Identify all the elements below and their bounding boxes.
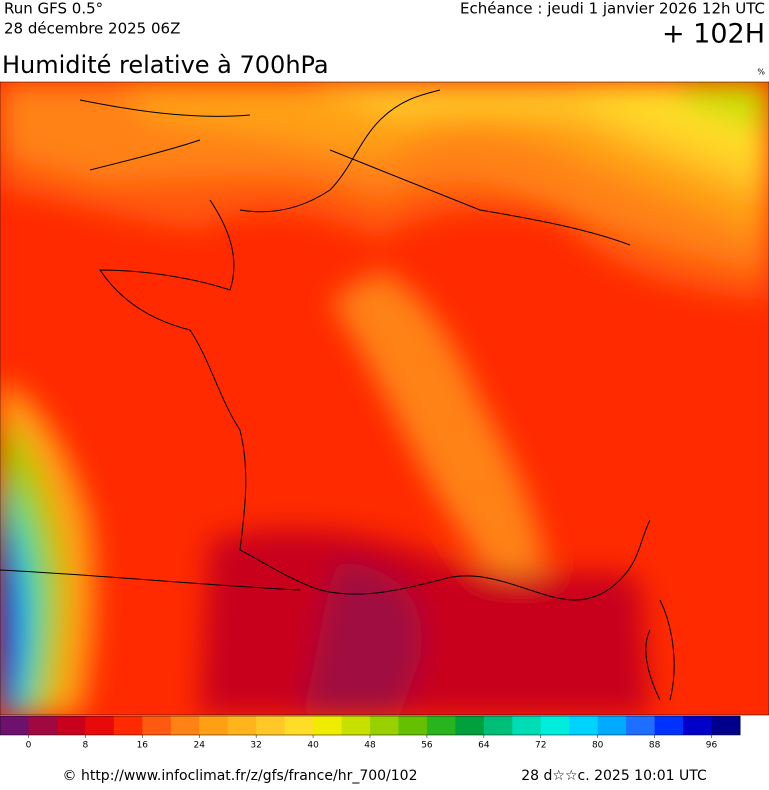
colorbar-swatch	[85, 716, 115, 735]
colorbar-swatch	[56, 716, 86, 735]
colorbar-swatch	[683, 716, 713, 735]
colorbar-swatch	[455, 716, 485, 735]
colorbar-tick-label: 32	[250, 741, 261, 751]
echeance: Echéance : jeudi 1 janvier 2026 12h UTC	[460, 0, 765, 18]
coastlines	[0, 89, 675, 701]
colorbar-swatch	[426, 716, 456, 735]
colorbar-tick-label: 56	[421, 741, 433, 751]
source-url: © http://www.infoclimat.fr/z/gfs/france/…	[63, 768, 418, 784]
colorbar-swatch	[313, 716, 343, 735]
colorbar-swatch	[398, 716, 428, 735]
colorbar-swatch	[711, 716, 741, 735]
colorbar-swatch	[341, 716, 371, 735]
colorbar-tick-label: 96	[706, 741, 718, 751]
colorbar-swatch	[654, 716, 684, 735]
colorbar-swatch	[199, 716, 229, 735]
colorbar-swatch	[370, 716, 399, 735]
colorbar-tick-label: 64	[478, 741, 490, 751]
timestamp: 28 d☆☆c. 2025 10:01 UTC	[521, 768, 707, 784]
colorbar-tick-label: 24	[194, 741, 206, 751]
colorbar-tick-label: 0	[26, 741, 32, 751]
map-title: Humidité relative à 700hPa	[2, 51, 329, 79]
colorbar-swatch	[597, 716, 627, 735]
colorbar-swatch	[483, 716, 513, 735]
colorbar-swatch	[540, 716, 570, 735]
colorbar-tick-label: 40	[307, 741, 319, 751]
colorbar: 0 8 16 24 32 40 48 56 64 72 80 88 96	[0, 715, 741, 751]
colorbar-swatch	[142, 716, 172, 735]
colorbar-tick-label: 72	[535, 741, 546, 751]
colorbar-swatch	[512, 716, 542, 735]
colorbar-swatch	[256, 716, 286, 735]
map-frame	[0, 81, 769, 716]
colorbar-tick-label: 80	[592, 741, 604, 751]
colorbar-swatch	[626, 716, 656, 735]
unit-label: %	[757, 68, 765, 77]
colorbar-tick-label: 48	[364, 741, 376, 751]
run-label: Run GFS 0.5°	[4, 0, 103, 18]
colorbar-swatch	[227, 716, 257, 735]
lead-time: + 102H	[662, 19, 765, 50]
colorbar-swatch	[284, 716, 314, 735]
humidity-field	[0, 82, 769, 715]
colorbar-swatch	[28, 716, 58, 735]
colorbar-swatch	[569, 716, 599, 735]
colorbar-swatch	[0, 716, 29, 735]
colorbar-swatch	[113, 716, 143, 735]
run-date: 28 décembre 2025 06Z	[4, 20, 180, 38]
colorbar-tick-label: 88	[649, 741, 661, 751]
colorbar-tick-label: 16	[137, 741, 149, 751]
colorbar-tick-label: 8	[83, 741, 89, 751]
colorbar-swatch	[170, 716, 200, 735]
